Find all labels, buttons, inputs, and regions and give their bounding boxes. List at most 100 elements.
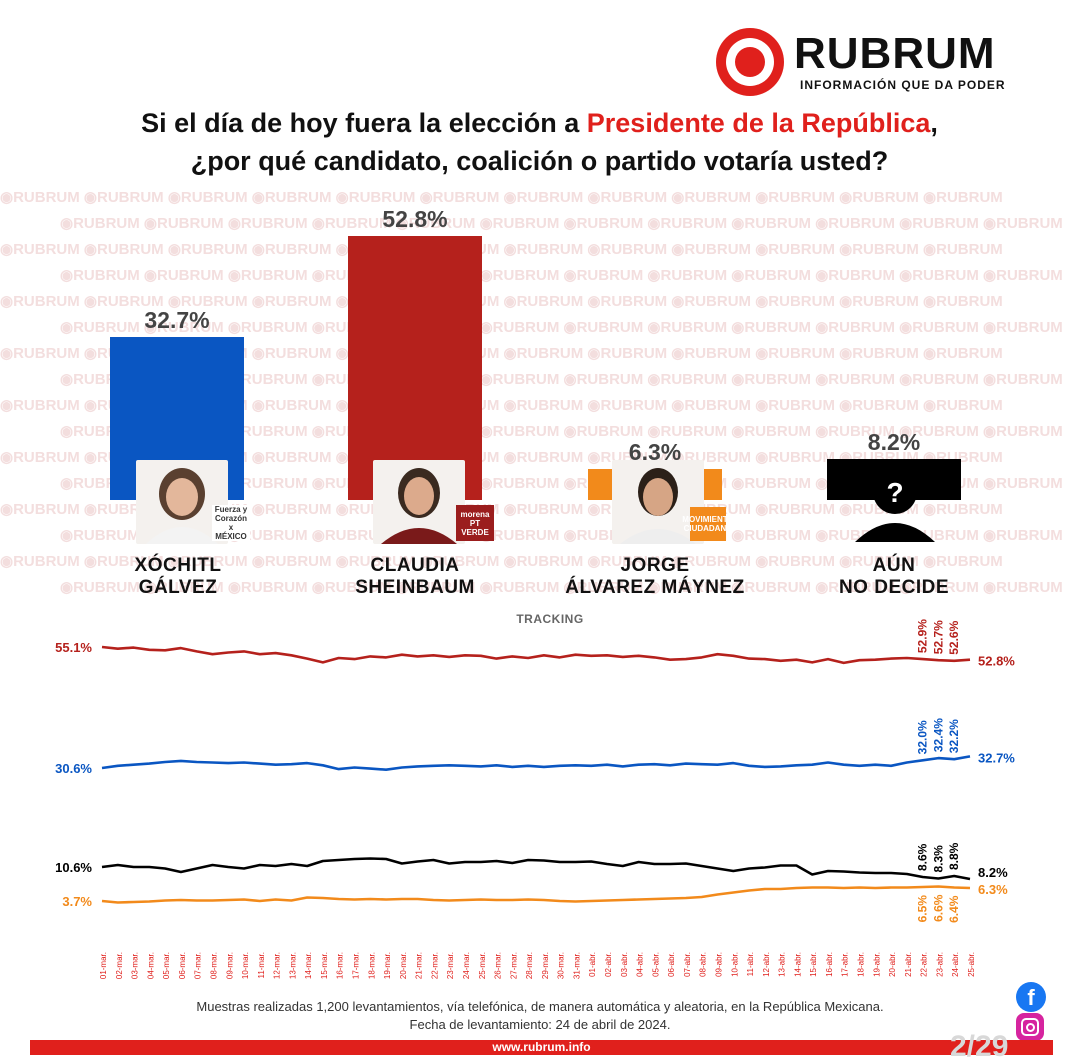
recent-label-galvez: 32.2% [947, 719, 961, 753]
recent-label-maynez: 6.5% [916, 895, 930, 923]
x-tick-label: 06-mar. [178, 952, 187, 979]
recent-label-undecided: 8.3% [931, 845, 945, 873]
x-tick-label: 12-abr. [762, 952, 771, 977]
watermark-row: ◉RUBRUM ◉RUBRUM ◉RUBRUM ◉RUBRUM ◉RUBRUM … [60, 319, 1063, 336]
x-tick-label: 02-mar. [115, 952, 124, 979]
x-tick-label: 08-mar. [209, 952, 218, 979]
recent-label-maynez: 6.6% [931, 894, 945, 922]
x-tick-label: 03-mar. [131, 952, 140, 979]
x-tick-label: 13-abr. [778, 952, 787, 977]
recent-label-galvez: 32.4% [931, 718, 945, 752]
x-tick-label: 21-mar. [415, 952, 424, 979]
x-tick-label: 08-abr. [699, 952, 708, 977]
watermark-row: ◉RUBRUM ◉RUBRUM ◉RUBRUM ◉RUBRUM ◉RUBRUM … [60, 527, 1063, 544]
watermark-row: ◉RUBRUM ◉RUBRUM ◉RUBRUM ◉RUBRUM ◉RUBRUM … [0, 345, 1003, 362]
bar-label-undecided: 8.2% [867, 429, 921, 455]
galvez-party-logo: Fuerza y Corazón x MÉXICO [212, 505, 250, 541]
recent-label-undecided: 8.6% [916, 843, 930, 871]
x-tick-label: 30-mar. [557, 952, 566, 979]
logo-target-icon [716, 28, 784, 96]
watermark-row: ◉RUBRUM ◉RUBRUM ◉RUBRUM ◉RUBRUM ◉RUBRUM … [60, 475, 1063, 492]
recent-label-undecided: 8.8% [947, 842, 961, 870]
tracking-line-chart: 55.1% 52.8% 52.9% 52.7% 52.6% 30.6% 32.7% 32.0%… [55, 619, 1015, 979]
x-tick-label: 21-abr. [904, 952, 913, 977]
watermark-row: ◉RUBRUM ◉RUBRUM ◉RUBRUM ◉RUBRUM ◉RUBRUM … [0, 501, 1003, 518]
x-tick-label: 07-mar. [194, 952, 203, 979]
sheinbaum-photo [373, 460, 465, 544]
x-tick-label: 15-abr. [809, 952, 818, 977]
x-tick-label: 05-abr. [651, 952, 660, 977]
bar-sheinbaum [348, 236, 482, 500]
end-label-undecided: 8.2% [978, 865, 1008, 880]
x-tick-label: 14-mar. [304, 952, 313, 979]
x-tick-label: 23-abr. [935, 952, 944, 977]
x-tick-label: 04-abr. [636, 952, 645, 977]
x-tick-label: 22-mar. [430, 952, 439, 979]
question-part2: , [930, 108, 938, 138]
rubrum-logo: RUBRUM INFORMACIÓN QUE DA PODER [712, 22, 1042, 102]
tracking-title: TRACKING [516, 612, 584, 626]
x-tick-label: 03-abr. [620, 952, 629, 977]
x-tick-label: 06-abr. [667, 952, 676, 977]
end-label-sheinbaum: 52.8% [978, 654, 1015, 669]
x-tick-label: 20-mar. [399, 952, 408, 979]
facebook-icon[interactable]: f [1016, 982, 1046, 1012]
undecided-silhouette-icon: ? [850, 462, 940, 542]
logo-wordmark: RUBRUM [794, 29, 996, 78]
footnote-line1: Muestras realizadas 1,200 levantamientos… [196, 999, 884, 1014]
x-tick-label: 25-mar. [478, 952, 487, 979]
candidate-name-maynez: JORGE ÁLVAREZ MÁYNEZ [565, 555, 745, 598]
question-highlight: Presidente de la República [586, 108, 931, 138]
watermark-pattern: ◉RUBRUM ◉RUBRUM ◉RUBRUM ◉RUBRUM ◉RUBRUM … [0, 185, 1079, 605]
watermark-row: ◉RUBRUM ◉RUBRUM ◉RUBRUM ◉RUBRUM ◉RUBRUM … [0, 397, 1003, 414]
start-label-maynez: 3.7% [62, 894, 92, 909]
instagram-icon[interactable] [1016, 1013, 1044, 1041]
watermark-row: ◉RUBRUM ◉RUBRUM ◉RUBRUM ◉RUBRUM ◉RUBRUM … [0, 241, 1003, 258]
x-tick-label: 25-abr. [967, 952, 976, 977]
tracking-line-galvez [101, 755, 971, 771]
footer-url[interactable]: www.rubrum.info [492, 1040, 591, 1054]
x-tick-label: 19-mar. [383, 952, 392, 979]
x-tick-label: 17-abr. [841, 952, 850, 977]
logo-tagline: INFORMACIÓN QUE DA PODER [800, 78, 1006, 92]
footer-bar [30, 1040, 1053, 1055]
start-label-sheinbaum: 55.1% [55, 640, 92, 655]
tracking-line-undecided [101, 857, 971, 881]
maynez-photo [612, 460, 704, 544]
x-tick-label: 09-mar. [225, 952, 234, 979]
x-tick-label: 11-abr. [746, 952, 755, 976]
x-tick-label: 17-mar. [352, 952, 361, 979]
x-tick-label: 16-mar. [336, 952, 345, 979]
watermark-row: ◉RUBRUM ◉RUBRUM ◉RUBRUM ◉RUBRUM ◉RUBRUM … [0, 449, 1003, 466]
x-tick-label: 10-mar. [241, 952, 250, 979]
x-tick-label: 07-abr. [683, 952, 692, 977]
x-tick-label: 09-abr. [714, 952, 723, 977]
x-tick-label: 27-mar. [509, 952, 518, 979]
methodology-footnote: Muestras realizadas 1,200 levantamientos… [60, 998, 1020, 1034]
x-tick-label: 05-mar. [162, 952, 171, 979]
watermark-row: ◉RUBRUM ◉RUBRUM ◉RUBRUM ◉RUBRUM ◉RUBRUM … [0, 293, 1003, 310]
x-tick-label: 18-abr. [857, 952, 866, 977]
x-tick-label: 04-mar. [146, 952, 155, 979]
x-tick-label: 02-abr. [604, 952, 613, 977]
watermark-row: ◉RUBRUM ◉RUBRUM ◉RUBRUM ◉RUBRUM ◉RUBRUM … [0, 553, 1003, 570]
footnote-line2: Fecha de levantamiento: 24 de abril de 2… [409, 1017, 671, 1032]
svg-text:?: ? [886, 477, 903, 508]
question-part1: Si el día de hoy fuera la elección a [141, 108, 587, 138]
x-tick-label: 01-mar. [99, 952, 108, 979]
x-tick-label: 24-abr. [951, 952, 960, 977]
x-tick-label: 15-mar. [320, 952, 329, 979]
watermark-row: ◉RUBRUM ◉RUBRUM ◉RUBRUM ◉RUBRUM ◉RUBRUM … [60, 579, 1063, 596]
watermark-row: ◉RUBRUM ◉RUBRUM ◉RUBRUM ◉RUBRUM ◉RUBRUM … [60, 267, 1063, 284]
x-tick-label: 24-mar. [462, 952, 471, 979]
x-tick-label: 22-abr. [920, 952, 929, 977]
x-tick-label: 26-mar. [494, 952, 503, 979]
watermark-row: ◉RUBRUM ◉RUBRUM ◉RUBRUM ◉RUBRUM ◉RUBRUM … [60, 423, 1063, 440]
x-tick-label: 31-mar. [572, 952, 581, 979]
x-tick-label: 10-abr. [730, 952, 739, 977]
candidate-name-galvez: XÓCHITL GÁLVEZ [134, 555, 222, 598]
x-tick-label: 28-mar. [525, 952, 534, 979]
x-tick-label: 14-abr. [793, 952, 802, 977]
watermark-row: ◉RUBRUM ◉RUBRUM ◉RUBRUM ◉RUBRUM ◉RUBRUM … [0, 189, 1003, 206]
x-tick-label: 11-mar. [257, 952, 266, 979]
